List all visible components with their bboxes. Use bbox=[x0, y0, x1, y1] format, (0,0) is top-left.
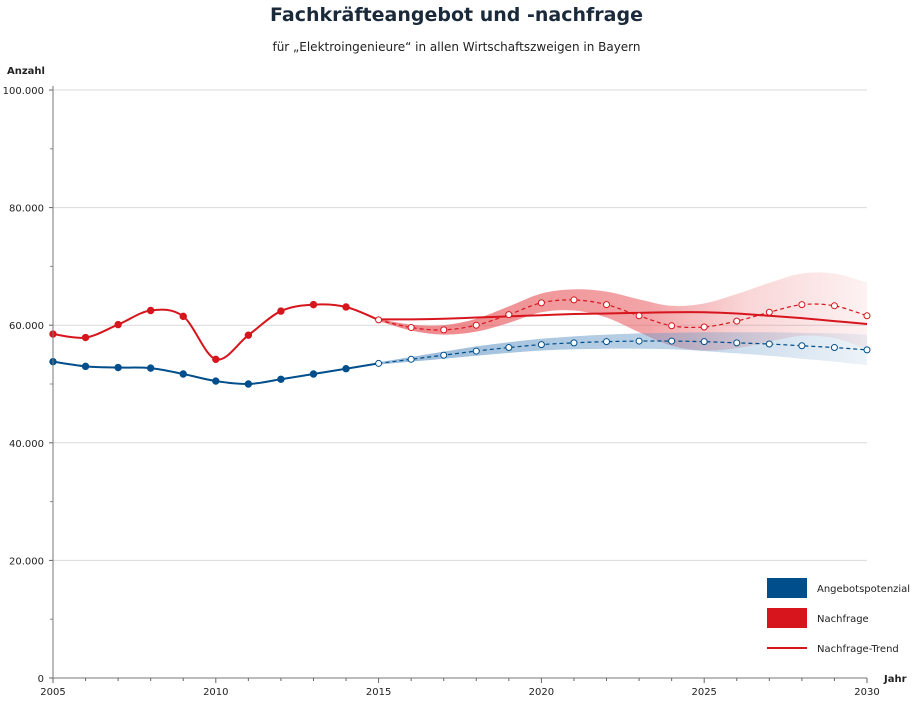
nachfrage-point bbox=[407, 324, 415, 332]
angebot-point bbox=[277, 375, 285, 383]
nachfrage-point bbox=[440, 326, 448, 334]
nachfrage-point bbox=[863, 312, 871, 320]
angebot-point bbox=[375, 359, 383, 367]
nachfrage-point bbox=[146, 306, 155, 315]
y-tick-label: 100.000 bbox=[3, 86, 44, 97]
axes: 0 20.000 40.000 60.000 80.000 100.000 2005 2010… bbox=[3, 66, 907, 698]
nachfrage-point bbox=[733, 317, 741, 325]
y-tick-label: 40.000 bbox=[9, 439, 44, 450]
nachfrage-point bbox=[570, 296, 578, 304]
y-tick-label: 20.000 bbox=[9, 556, 44, 567]
nachfrage-point bbox=[798, 301, 806, 309]
angebot-point bbox=[505, 344, 513, 352]
angebot-point bbox=[146, 364, 155, 372]
angebot-point bbox=[342, 365, 350, 373]
angebot-line-forecast bbox=[378, 340, 868, 365]
angebot-point bbox=[765, 340, 773, 348]
nachfrage-point bbox=[81, 333, 90, 342]
angebot-point bbox=[179, 370, 187, 378]
angebot-point bbox=[81, 362, 90, 371]
y-axis-label: Anzahl bbox=[7, 66, 45, 77]
angebot-point bbox=[635, 337, 643, 345]
nachfrage-point bbox=[114, 320, 122, 329]
legend-label-angebot: Angebotspotenzial bbox=[817, 584, 910, 595]
nachfrage-point bbox=[505, 311, 513, 319]
uncertainty-bands bbox=[378, 272, 867, 366]
legend-swatch-nachfrage bbox=[767, 608, 807, 628]
nachfrage-point bbox=[244, 331, 253, 339]
nachfrage-point bbox=[212, 355, 220, 364]
nachfrage-point bbox=[179, 312, 187, 321]
x-tick-label: 2030 bbox=[854, 687, 879, 698]
y-tick-label: 60.000 bbox=[9, 321, 44, 332]
x-tick-label: 2015 bbox=[366, 687, 391, 698]
angebot-point bbox=[603, 338, 611, 346]
nachfrage-point bbox=[375, 316, 383, 324]
legend-label-nachfrage: Nachfrage bbox=[817, 614, 869, 625]
angebot-point bbox=[212, 377, 220, 385]
chart-title: Fachkräfteangebot und -nachfrage bbox=[270, 4, 643, 26]
legend-label-nachfrage-trend: Nachfrage-Trend bbox=[817, 644, 899, 655]
legend-swatch-angebot bbox=[767, 578, 807, 598]
nachfrage-point bbox=[309, 300, 318, 309]
nachfrage-point bbox=[603, 301, 611, 309]
angebot-point bbox=[863, 346, 871, 354]
angebot-band bbox=[378, 332, 867, 366]
angebot-point bbox=[700, 338, 708, 346]
x-tick-label: 2020 bbox=[529, 687, 554, 698]
angebot-point bbox=[537, 341, 545, 349]
angebot-point bbox=[244, 380, 253, 388]
nachfrage-point bbox=[472, 321, 480, 329]
nachfrage-point bbox=[668, 322, 676, 330]
angebot-point bbox=[114, 363, 122, 372]
x-tick-label: 2005 bbox=[40, 687, 65, 698]
y-tick-label: 80.000 bbox=[9, 204, 44, 215]
x-axis-label: Jahr bbox=[883, 674, 907, 685]
nachfrage-point bbox=[700, 323, 708, 331]
angebot-point bbox=[472, 347, 480, 355]
angebot-point bbox=[830, 344, 838, 352]
angebot-point bbox=[407, 355, 415, 363]
nachfrage-band bbox=[378, 272, 867, 351]
angebot-point bbox=[570, 339, 578, 347]
nachfrage-point bbox=[277, 307, 285, 315]
nachfrage-trend-line bbox=[378, 311, 868, 326]
nachfrage-line-historical bbox=[52, 303, 379, 361]
x-tick-label: 2010 bbox=[203, 687, 228, 698]
nachfrage-point bbox=[537, 299, 545, 307]
angebot-point bbox=[440, 351, 448, 359]
nachfrage-point bbox=[342, 303, 350, 311]
nachfrage-point bbox=[830, 302, 838, 310]
x-tick-label: 2025 bbox=[691, 687, 716, 698]
chart-subtitle: für „Elektroingenieure“ in allen Wirtsch… bbox=[272, 40, 641, 54]
nachfrage-point bbox=[635, 312, 643, 320]
legend: Angebotspotenzial Nachfrage Nachfrage-Tren… bbox=[767, 578, 910, 655]
angebot-point bbox=[309, 370, 318, 378]
angebot-point bbox=[733, 339, 741, 347]
data-points bbox=[49, 296, 871, 388]
nachfrage-point bbox=[765, 308, 773, 316]
y-tick-label: 0 bbox=[38, 674, 44, 685]
angebot-point bbox=[798, 342, 806, 350]
angebot-point bbox=[668, 337, 676, 345]
